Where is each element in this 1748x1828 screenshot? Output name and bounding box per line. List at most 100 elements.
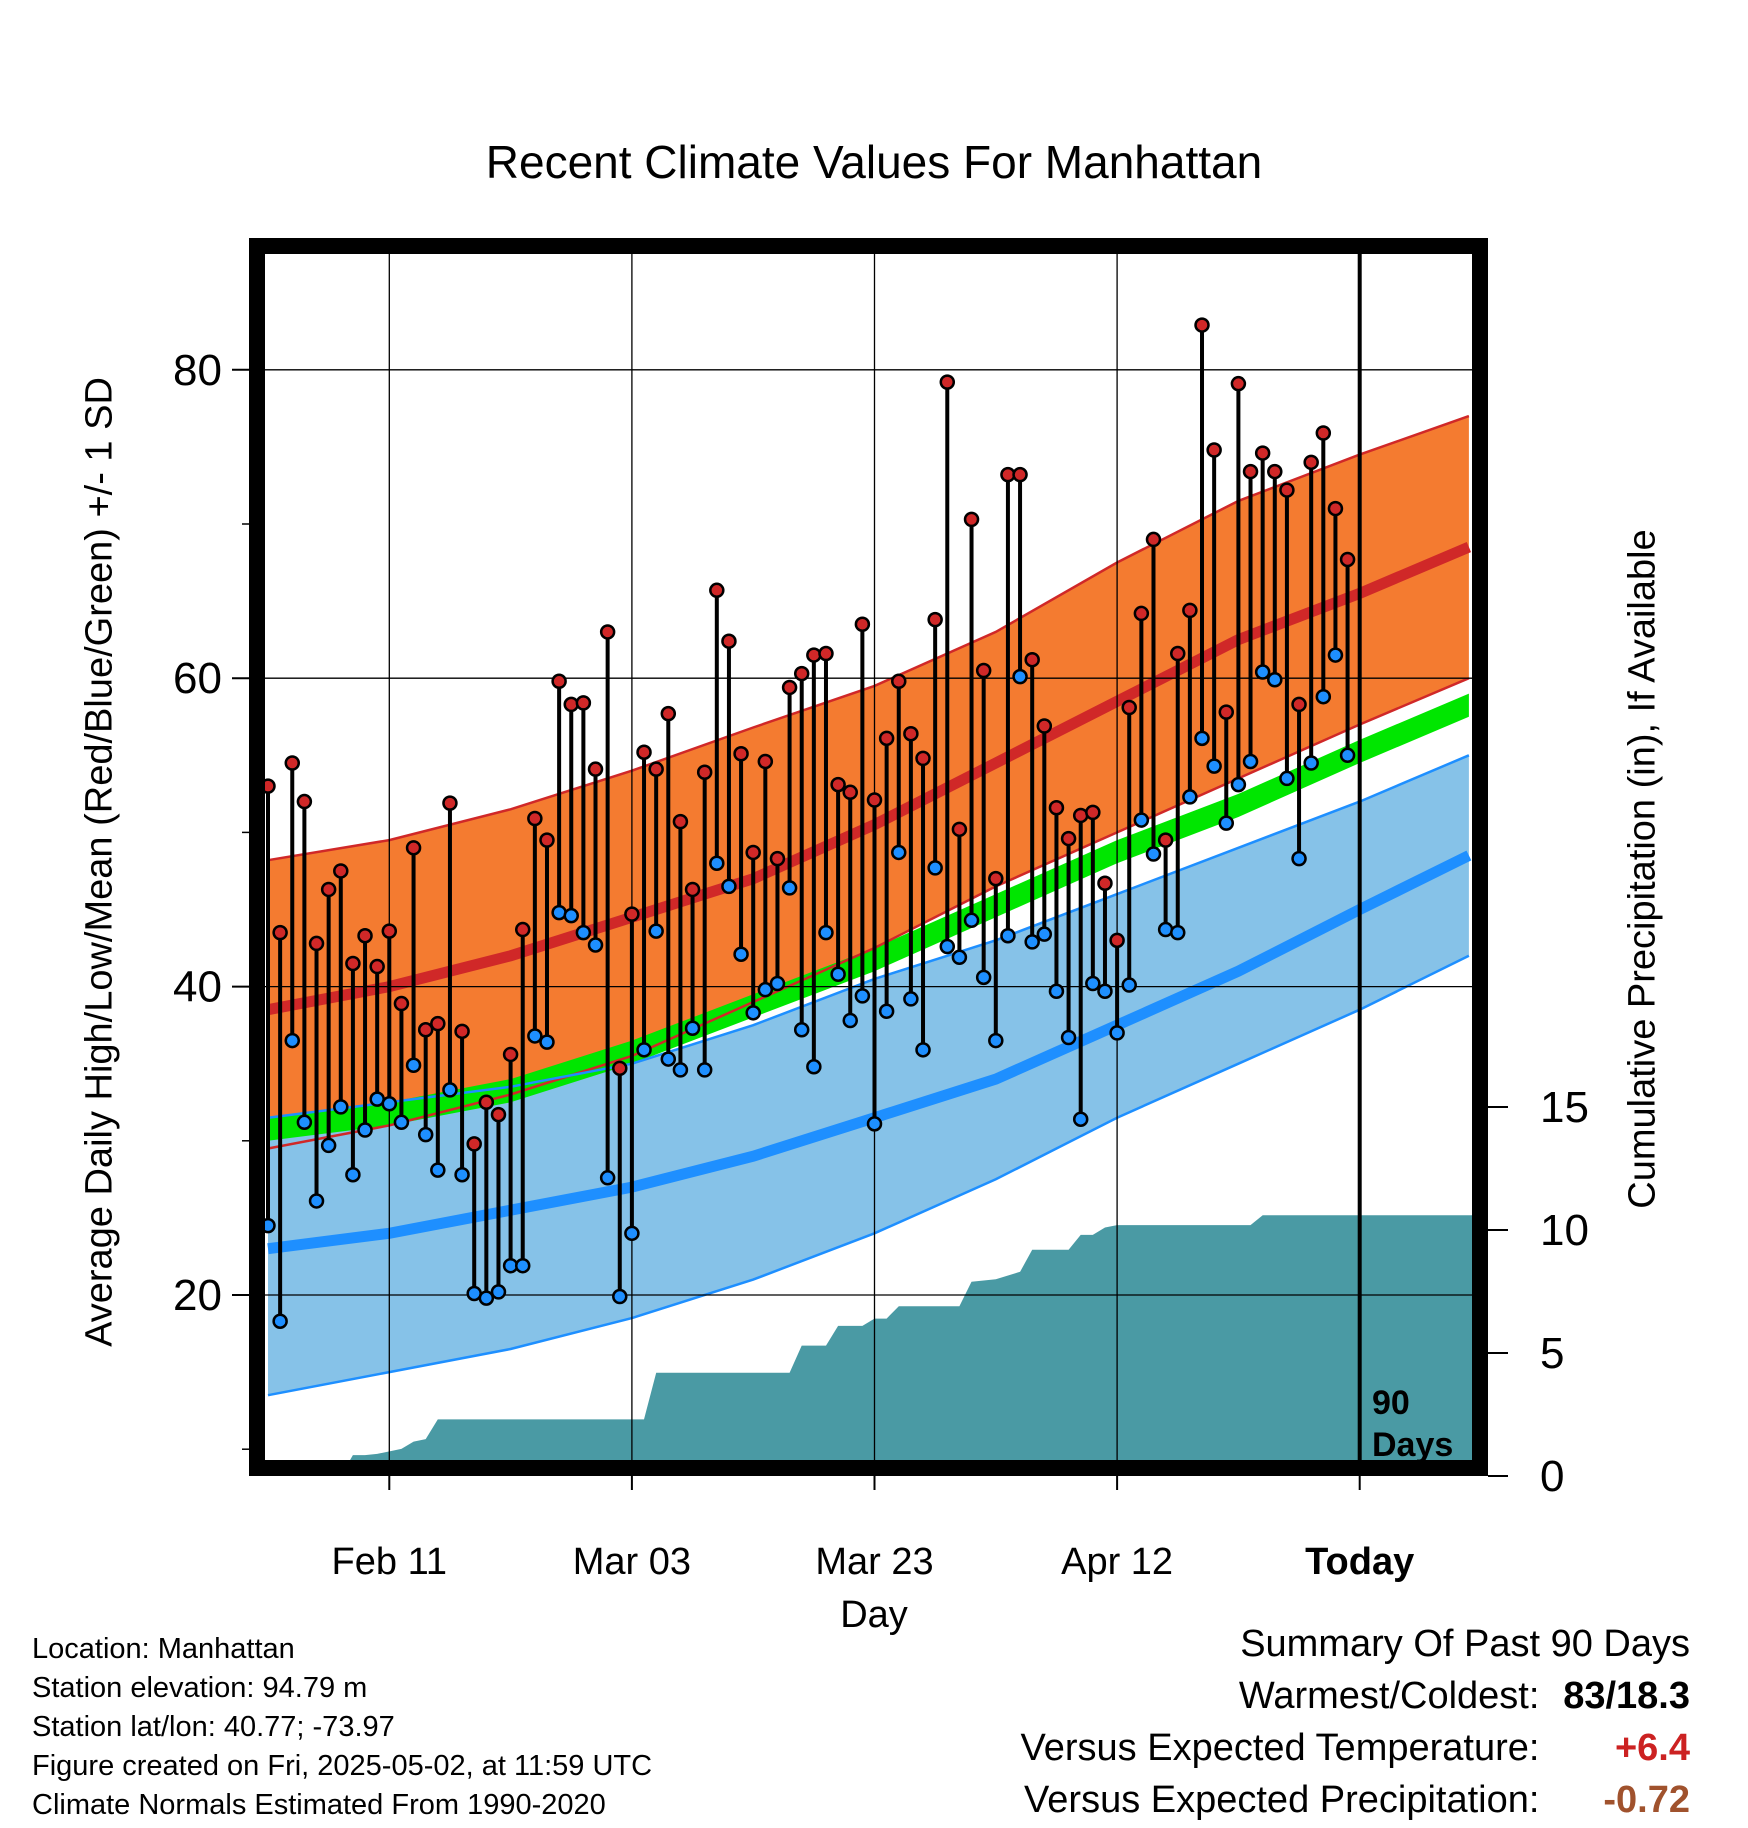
high-point <box>988 870 1004 887</box>
high-point <box>975 662 992 679</box>
low-point <box>733 946 749 962</box>
high-point <box>345 955 361 972</box>
high-point <box>745 844 761 861</box>
high-point <box>599 624 616 640</box>
summary-temp: Versus Expected Temperature: +6.4 <box>1021 1722 1690 1774</box>
high-point <box>709 582 725 599</box>
low-point <box>490 1284 507 1300</box>
high-point <box>939 374 956 390</box>
station-info: Location: Manhattan Station elevation: 9… <box>32 1630 652 1825</box>
temp-value: +6.4 <box>1614 1727 1690 1769</box>
high-point <box>490 1106 507 1123</box>
y2-tick-label: 10 <box>1540 1206 1589 1255</box>
low-point <box>939 938 956 955</box>
low-point <box>1133 812 1150 828</box>
low-point <box>830 966 846 983</box>
low-point <box>636 1042 652 1058</box>
low-point <box>1279 770 1295 787</box>
high-point <box>648 761 664 777</box>
high-point <box>1194 317 1210 333</box>
low-point <box>745 1005 761 1021</box>
low-point <box>854 988 871 1004</box>
high-point <box>272 924 288 941</box>
high-point <box>903 725 919 742</box>
today-note-line: Days <box>1372 1426 1454 1464</box>
low-point <box>1254 664 1271 680</box>
high-point <box>393 995 410 1012</box>
high-point <box>1036 718 1053 734</box>
high-point <box>466 1136 482 1152</box>
low-point <box>320 1137 337 1154</box>
high-point <box>430 1015 446 1032</box>
low-point <box>1218 815 1235 831</box>
low-point <box>1182 789 1198 805</box>
low-point <box>599 1170 616 1186</box>
low-point <box>1024 934 1040 950</box>
low-point <box>1267 671 1283 688</box>
high-point <box>357 927 373 944</box>
high-point <box>684 881 701 898</box>
high-point <box>369 958 385 975</box>
low-point <box>806 1059 822 1075</box>
high-point <box>915 750 931 767</box>
low-point <box>684 1020 701 1036</box>
low-point <box>405 1057 422 1073</box>
high-point <box>1291 696 1307 713</box>
high-point <box>1242 463 1259 480</box>
plot-frame <box>249 238 1488 1476</box>
chart-title: Recent Climate Values For Manhattan <box>485 136 1263 188</box>
low-point <box>915 1042 931 1058</box>
low-point <box>1121 977 1137 993</box>
high-point <box>612 1060 628 1077</box>
precip-label: Versus Expected Precipitation: <box>1024 1779 1540 1821</box>
low-point <box>624 1225 640 1242</box>
x-tick-label: Feb 11 <box>332 1541 447 1583</box>
high-point <box>308 935 325 952</box>
summary-warmest-coldest: Warmest/Coldest: 83/18.3 <box>1021 1670 1690 1722</box>
low-point <box>927 860 943 876</box>
low-point <box>1206 758 1222 774</box>
low-point <box>721 878 737 895</box>
high-point <box>854 616 871 632</box>
high-point <box>296 793 313 810</box>
high-point <box>624 906 640 922</box>
high-point <box>587 761 604 777</box>
high-point <box>842 784 858 801</box>
high-point <box>1121 699 1137 716</box>
high-point <box>1303 454 1319 471</box>
high-point <box>830 776 846 793</box>
low-point <box>284 1032 301 1049</box>
low-point <box>454 1166 470 1183</box>
precip-value: -0.72 <box>1603 1779 1690 1821</box>
low-point <box>818 924 834 941</box>
summary-panel: Summary Of Past 90 Days Warmest/Coldest:… <box>1021 1618 1690 1826</box>
high-point <box>963 511 980 528</box>
x-tick-label: Mar 03 <box>573 1541 691 1583</box>
high-point <box>539 832 555 848</box>
low-point <box>393 1114 410 1131</box>
low-point <box>417 1126 434 1143</box>
low-point <box>781 880 798 896</box>
low-point <box>951 949 968 966</box>
high-point <box>927 611 943 628</box>
low-point <box>1327 647 1344 663</box>
low-point <box>612 1288 628 1305</box>
high-point <box>381 923 398 939</box>
low-point <box>575 924 592 941</box>
low-point <box>442 1082 458 1098</box>
high-point <box>660 705 677 722</box>
high-point <box>1145 531 1162 548</box>
high-point <box>1230 375 1247 392</box>
low-point <box>563 907 579 924</box>
low-point <box>381 1096 398 1112</box>
y2-tick-label: 15 <box>1540 1083 1589 1132</box>
high-point <box>696 764 713 781</box>
x-tick-label: Apr 12 <box>1061 1541 1173 1583</box>
high-point <box>1060 830 1077 847</box>
high-point <box>1085 804 1101 821</box>
low-point <box>903 991 919 1007</box>
high-point <box>551 673 567 690</box>
low-point <box>539 1034 555 1050</box>
high-point <box>951 821 968 838</box>
low-point <box>1097 983 1113 999</box>
